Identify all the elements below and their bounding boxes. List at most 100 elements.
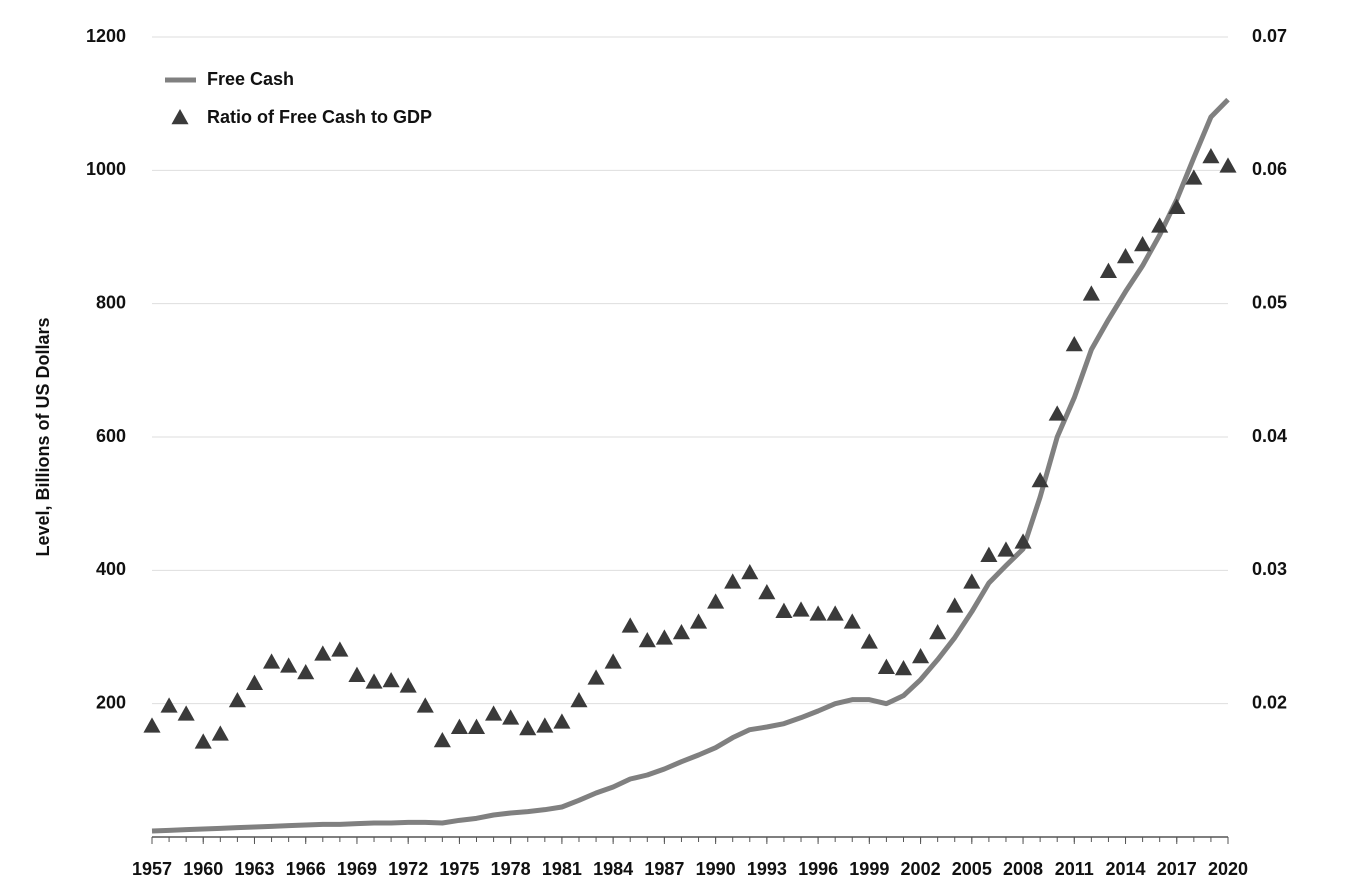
ratio-marker [143,717,161,733]
ratio-marker [228,692,246,708]
ratio-marker [416,697,434,713]
ratio-marker [894,660,913,676]
ratio-marker [348,666,366,682]
x-tick-label: 1978 [491,859,531,879]
x-tick-label: 2014 [1106,859,1146,879]
ratio-marker [382,672,400,688]
ratio-marker [860,633,878,649]
y2-tick-label: 0.06 [1252,159,1287,179]
ratio-marker [1031,472,1049,488]
ratio-marker [211,725,229,741]
y2-tick-label: 0.03 [1252,559,1287,579]
ratio-marker [963,573,981,589]
ratio-marker [980,546,998,562]
y-tick-label: 400 [96,559,126,579]
x-tick-label: 2008 [1003,859,1043,879]
x-tick-label: 1960 [183,859,223,879]
y2-tick-label: 0.02 [1252,692,1287,712]
ratio-marker [826,605,844,621]
ratio-marker [194,733,212,749]
ratio-marker [912,648,930,664]
ratio-marker [946,597,964,613]
ratio-marker [1202,148,1220,164]
y-tick-label: 1000 [86,159,126,179]
ratio-marker [1219,157,1237,173]
ratio-marker [331,641,349,657]
ratio-marker [1151,217,1169,233]
ratio-marker [280,657,298,673]
ratio-marker [724,573,742,589]
x-tick-label: 1996 [798,859,838,879]
legend-label: Ratio of Free Cash to GDP [207,107,432,127]
x-tick-label: 1972 [388,859,428,879]
y2-tick-label: 0.07 [1252,26,1287,46]
ratio-marker [997,541,1015,557]
ratio-marker [399,677,417,693]
ratio-marker [1065,336,1083,352]
x-tick-label: 1987 [644,859,684,879]
ratio-marker [263,653,281,669]
x-tick-label: 1990 [696,859,736,879]
free-cash-line [151,97,1230,834]
ratio-marker [587,669,605,685]
y-tick-label: 800 [96,292,126,312]
ratio-marker [160,697,178,713]
ratio-marker [570,692,588,708]
x-tick-label: 1999 [849,859,889,879]
x-tick-label: 1993 [747,859,787,879]
y-tick-label: 200 [96,692,126,712]
ratio-marker [792,601,810,617]
ratio-marker [433,732,451,748]
x-tick-label: 1984 [593,859,633,879]
ratio-marker [519,720,537,736]
ratio-marker [314,645,332,661]
ratio-marker [877,658,895,674]
ratio-marker [1014,533,1032,549]
ratio-marker [758,584,776,600]
legend-label: Free Cash [207,69,294,89]
ratio-marker [638,632,656,648]
ratio-marker [707,593,725,609]
ratio-marker [775,602,793,618]
x-tick-label: 2020 [1208,859,1248,879]
ratio-marker [843,613,861,629]
ratio-marker [1099,262,1117,278]
ratio-marker [929,624,947,640]
y-tick-label: 1200 [86,26,126,46]
ratio-marker [655,629,673,645]
x-tick-label: 1963 [234,859,274,879]
x-tick-label: 1966 [286,859,326,879]
x-tick-label: 1969 [337,859,377,879]
ratio-marker [297,664,315,680]
x-tick-label: 2011 [1055,859,1094,879]
ratio-marker [741,564,759,580]
ratio-marker [450,718,468,734]
ratio-marker [1048,405,1066,421]
ratio-marker [809,605,827,621]
ratio-marker [689,613,708,629]
x-tick-label: 1981 [542,859,582,879]
ratio-marker [604,653,622,669]
legend-swatch [171,109,189,125]
ratio-marker [1168,198,1186,214]
y2-tick-label: 0.05 [1252,292,1287,312]
ratio-marker [1116,248,1135,264]
y2-tick-label: 0.04 [1252,426,1287,446]
x-tick-label: 2005 [952,859,992,879]
ratio-marker [485,705,503,721]
y-tick-label: 600 [96,426,126,446]
ratio-marker [1134,236,1152,252]
ratio-marker [536,717,554,733]
ratio-marker [502,709,520,725]
ratio-marker [621,617,639,633]
x-tick-label: 2017 [1157,859,1197,879]
ratio-marker [245,674,264,690]
ratio-marker [1185,169,1203,185]
ratio-marker [553,713,571,729]
x-tick-label: 2002 [901,859,941,879]
x-tick-label: 1957 [132,859,172,879]
ratio-marker [177,705,195,721]
ratio-marker [365,673,383,689]
ratio-marker [672,624,691,640]
